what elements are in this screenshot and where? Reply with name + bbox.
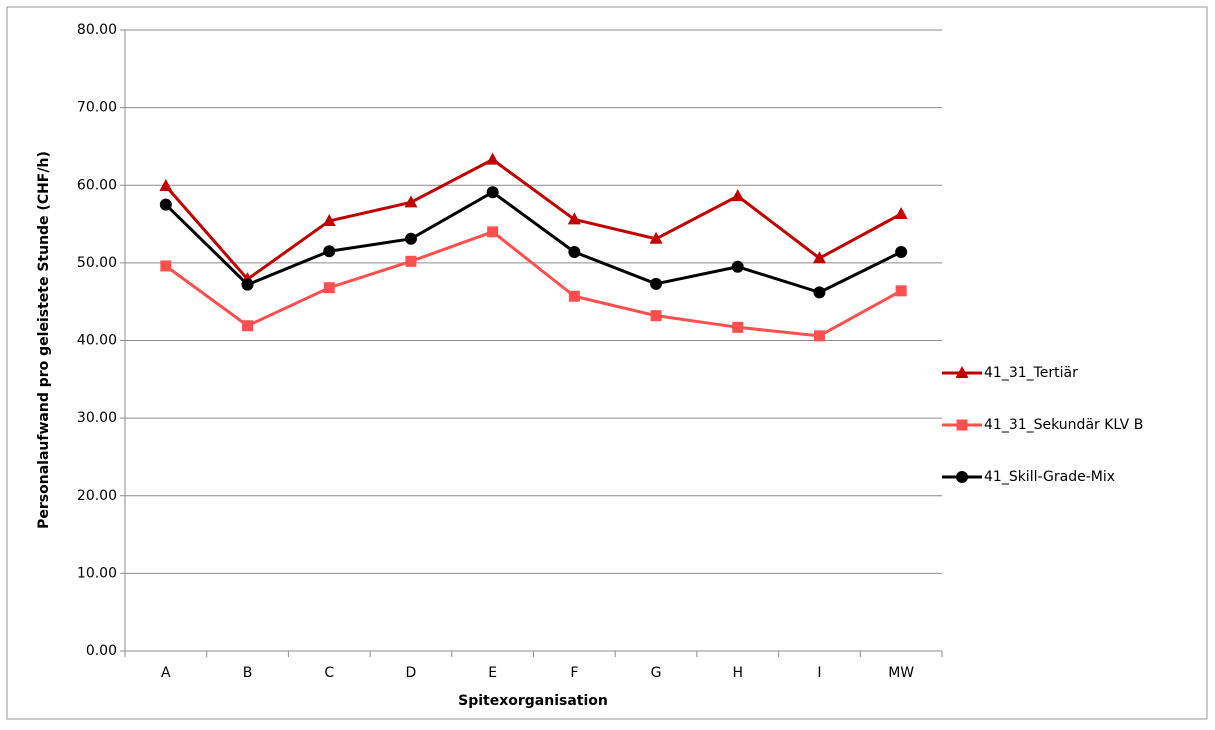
legend-marker [956,471,968,483]
series-line [164,190,902,294]
x-tick-label: C [324,665,334,681]
y-tick-label: 70.00 [77,100,117,116]
marker [812,251,826,264]
y-tick-label: 30.00 [77,410,117,426]
marker [159,198,172,211]
y-tick-label: 10.00 [77,565,117,581]
marker [895,246,908,259]
x-axis-title: Spitexorganisation [458,693,608,709]
marker [242,320,254,332]
marker [567,212,581,225]
marker [323,282,335,294]
x-tick-label: B [243,665,253,681]
marker [487,226,499,238]
x-tick-label: E [488,665,497,681]
marker [649,231,663,244]
marker [895,285,907,297]
marker [568,246,581,259]
x-tick-label: H [732,665,743,681]
legend-label: 41_Skill-Grade-Mix [984,469,1115,485]
y-tick-label: 20.00 [77,488,117,504]
x-tick-label: I [817,665,821,681]
y-tick-label: 40.00 [77,333,117,349]
y-tick-label: 80.00 [77,22,117,38]
marker [323,245,336,258]
y-tick-label: 50.00 [77,255,117,271]
marker [731,260,744,273]
marker [241,278,254,291]
marker [732,321,744,333]
marker [404,232,417,245]
marker [486,152,500,165]
y-tick-label: 60.00 [77,177,117,193]
y-tick-label: 0.00 [86,643,117,659]
marker [650,310,662,322]
x-tick-label: G [651,665,662,681]
y-axis-title: Personalaufwand pro geleistete Stunde (C… [36,151,52,529]
legend-label: 41_31_Tertiär [984,365,1078,381]
x-tick-label: F [570,665,578,681]
marker [894,206,908,219]
series-line [164,158,902,281]
marker [160,260,172,272]
x-tick-label: A [161,665,171,681]
series-line [164,230,902,338]
marker [159,179,173,192]
marker [650,277,663,290]
marker [813,330,825,342]
marker [486,186,499,199]
marker [568,290,580,302]
x-tick-label: D [406,665,417,681]
legend-label: 41_31_Sekundär KLV B [984,417,1143,433]
marker [322,213,336,226]
marker [405,255,417,267]
legend-marker [955,366,969,378]
x-tick-label: MW [888,665,914,681]
marker [731,189,745,202]
chart-frame [6,6,1208,720]
legend-marker [956,419,968,431]
marker [404,195,418,208]
marker [813,286,826,299]
